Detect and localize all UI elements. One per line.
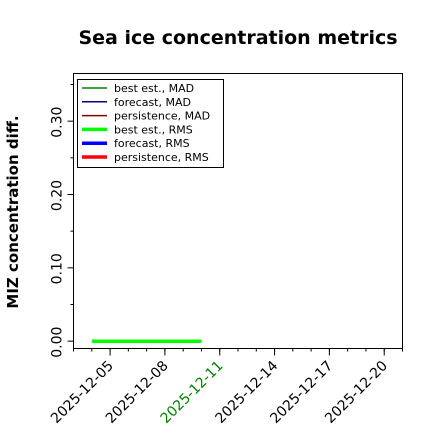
legend-label-0: best est., MAD bbox=[114, 82, 194, 95]
x-axis: 2025-12-052025-12-082025-12-112025-12-14… bbox=[48, 348, 403, 427]
y-tick-label-1: 0.10 bbox=[50, 253, 66, 284]
legend-label-1: forecast, MAD bbox=[114, 96, 191, 109]
legend-label-3: best est., RMS bbox=[114, 123, 193, 136]
y-tick-label-0: 0.00 bbox=[50, 327, 66, 358]
y-axis: 0.00 0.10 0.20 0.30 bbox=[50, 84, 74, 358]
legend-label-2: persistence, MAD bbox=[114, 110, 210, 123]
legend-label-4: forecast, RMS bbox=[114, 137, 190, 150]
chart-title: Sea ice concentration metrics bbox=[78, 27, 397, 49]
y-tick-label-3: 0.30 bbox=[50, 107, 66, 138]
y-tick-label-2: 0.20 bbox=[50, 180, 66, 211]
legend-box bbox=[77, 79, 224, 168]
y-axis-label: MIZ concentration diff. bbox=[4, 115, 22, 308]
legend-label-5: persistence, RMS bbox=[114, 151, 209, 164]
